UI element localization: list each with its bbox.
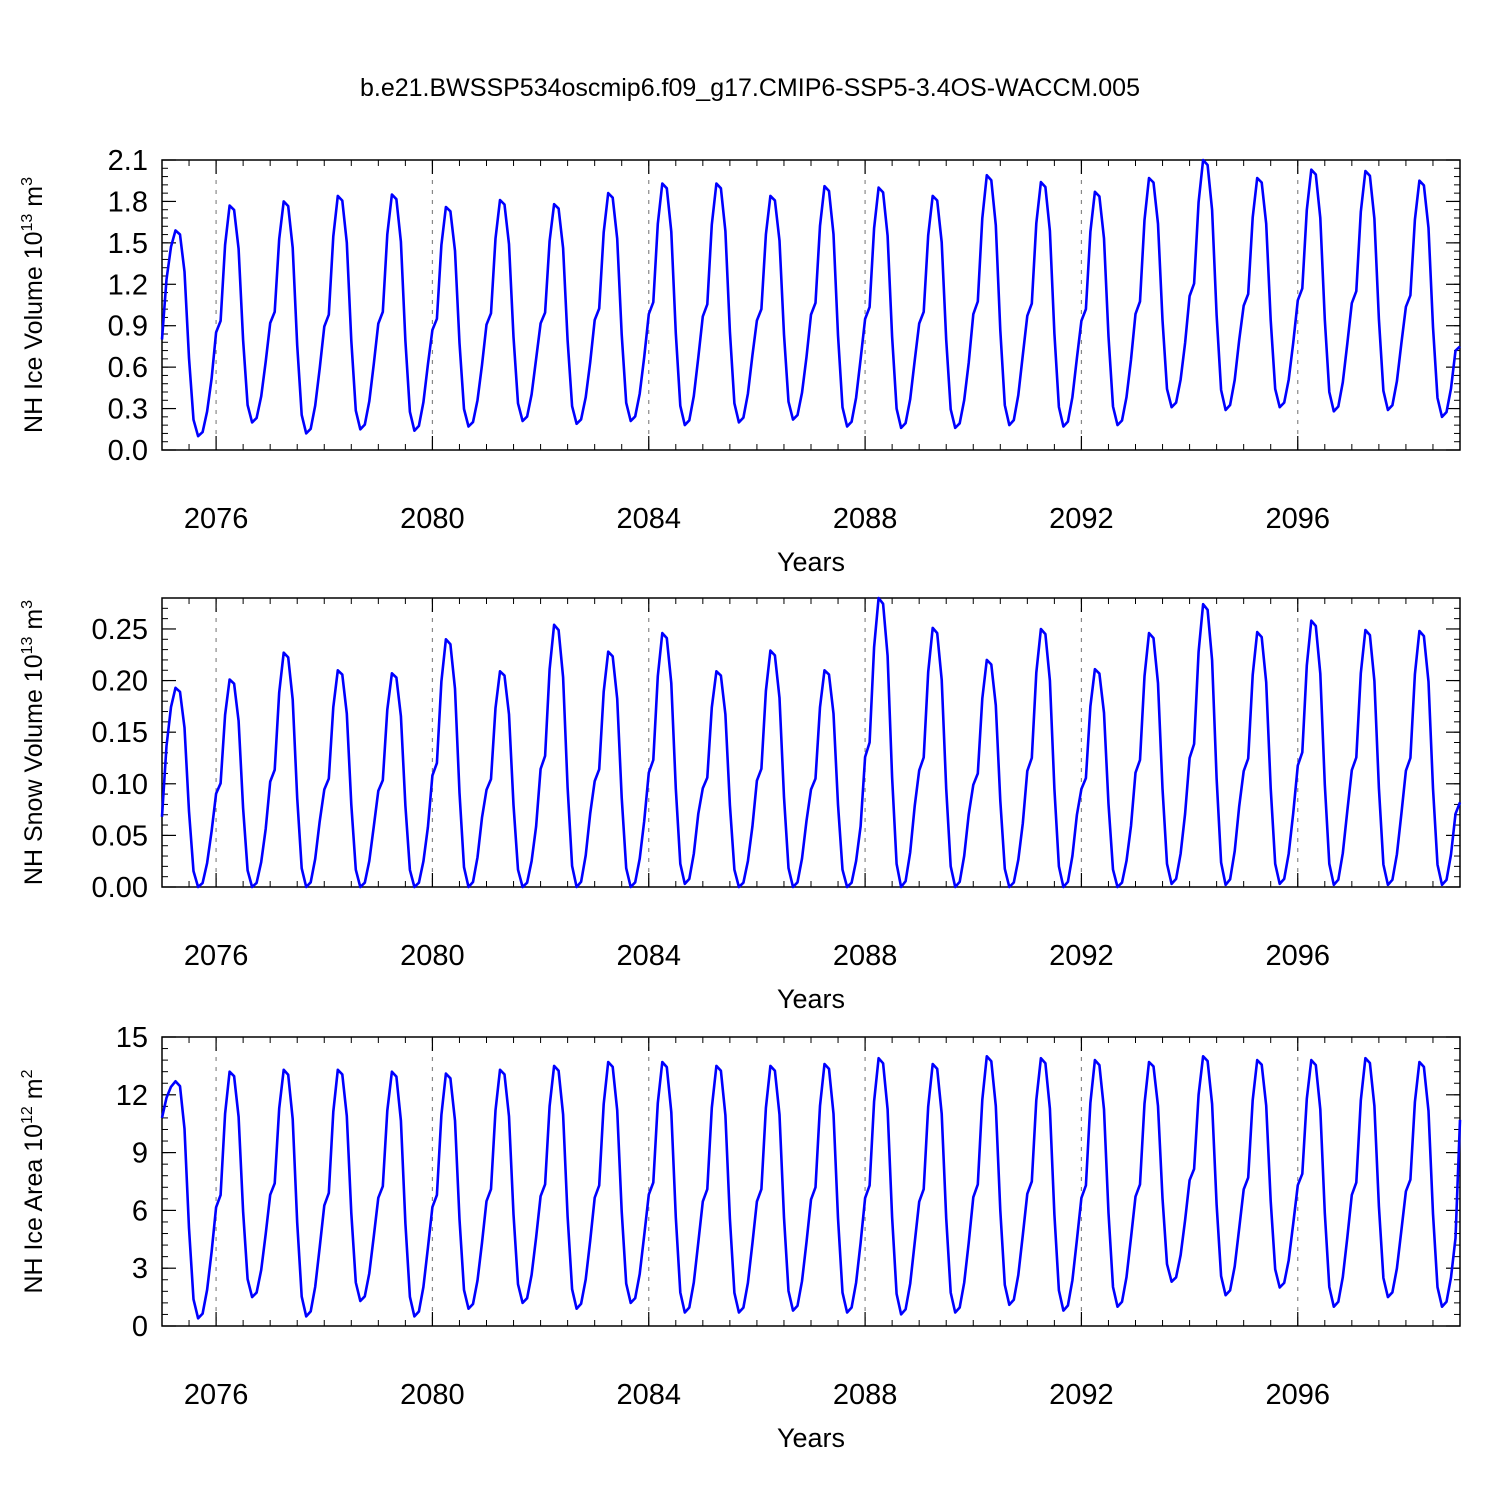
panel0-y-tick-label: 0.9 (108, 311, 148, 343)
panel2-x-tick-label: 2076 (184, 1379, 249, 1411)
panel0-y-tick-label: 0.0 (108, 435, 148, 467)
panel2-y-tick-label: 12 (116, 1080, 148, 1112)
panel1-y-tick-label: 0.10 (92, 769, 148, 801)
panel1-x-tick-label: 2084 (616, 940, 681, 972)
ice-area-panel: 0 3 6 9 12 15 2076 2080 2084 2088 2092 2096 Years NH … (19, 1022, 1462, 1453)
panel0-x-tick-label: 2084 (616, 503, 681, 535)
panel0-x-tick-label: 2088 (833, 503, 898, 535)
panel2-y-tick-label: 3 (132, 1253, 148, 1285)
panel1-series-line (160, 596, 1462, 889)
panel2-x-tick-label: 2096 (1265, 1379, 1330, 1411)
snow-volume-panel: 0.00 0.05 0.10 0.15 0.20 0.25 2076 2080 2084 2088… (19, 596, 1462, 1014)
panel0-series-line (160, 158, 1461, 438)
panel2-x-tick-label: 2088 (833, 1379, 898, 1411)
panel1-x-tick-label: 2076 (184, 940, 249, 972)
panel0-x-axis-label: Years (777, 547, 845, 577)
panel1-y-axis-label: NH Snow Volume 1013 m3 (19, 600, 48, 885)
panel0-y-tick-label: 2.1 (108, 145, 148, 177)
panel1-x-axis-label: Years (777, 984, 845, 1014)
panel0-y-axis-label: NH Ice Volume 1013 m3 (19, 177, 48, 433)
panel0-y-tick-label: 1.8 (108, 186, 148, 218)
panel2-y-tick-label: 15 (116, 1022, 148, 1054)
panel1-y-tick-label: 0.15 (92, 717, 148, 749)
figure-title: b.e21.BWSSP534oscmip6.f09_g17.CMIP6-SSP5… (360, 74, 1140, 102)
panel1-frame (161, 597, 1461, 888)
panel0-y-tick-label: 1.5 (108, 228, 148, 260)
panel1-y-tick-label: 0.25 (92, 614, 148, 646)
panel0-x-tick-label: 2076 (184, 503, 249, 535)
panel2-x-tick-label: 2092 (1049, 1379, 1114, 1411)
panel0-x-tick-label: 2080 (400, 503, 465, 535)
panel2-x-axis-label: Years (777, 1423, 845, 1453)
panel0-y-tick-label: 0.6 (108, 352, 148, 384)
panel0-x-tick-label: 2096 (1265, 503, 1330, 535)
panel1-y-tick-label: 0.05 (92, 820, 148, 852)
panel1-y-tick-label: 0.20 (92, 666, 148, 698)
panel2-y-tick-label: 9 (132, 1138, 148, 1170)
panel2-y-tick-label: 6 (132, 1195, 148, 1227)
panel0-y-tick-label: 1.2 (108, 269, 148, 301)
panel1-x-tick-label: 2080 (400, 940, 465, 972)
panel1-x-tick-label: 2092 (1049, 940, 1114, 972)
panel2-y-tick-label: 0 (132, 1311, 148, 1343)
panel1-y-tick-label: 0.00 (92, 872, 148, 904)
ice-volume-panel: 0.0 0.3 0.6 0.9 1.2 1.5 1.8 2.1 2076 2080 2084 2088… (19, 145, 1461, 577)
panel1-x-tick-label: 2096 (1265, 940, 1330, 972)
panel0-x-tick-label: 2092 (1049, 503, 1114, 535)
panel0-y-tick-label: 0.3 (108, 394, 148, 426)
panel1-x-tick-label: 2088 (833, 940, 898, 972)
panel2-y-axis-label: NH Ice Area 1012 m2 (19, 1069, 48, 1293)
panel2-series-line (160, 1055, 1462, 1320)
panel2-x-tick-label: 2084 (616, 1379, 681, 1411)
panel2-x-tick-label: 2080 (400, 1379, 465, 1411)
